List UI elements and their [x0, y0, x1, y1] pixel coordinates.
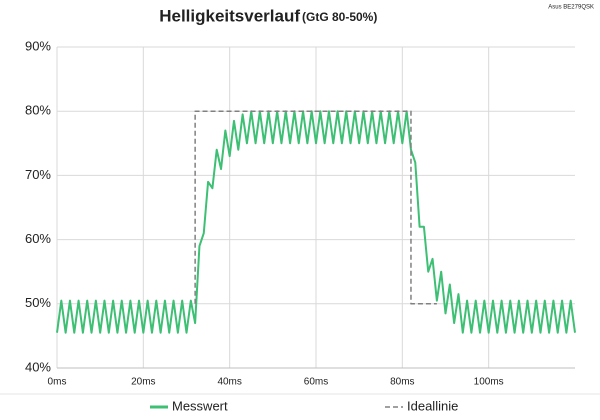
- x-tick-label: 20ms: [131, 377, 155, 388]
- device-note: Asus BE279QSK: [548, 5, 594, 11]
- x-tick-label: 100ms: [474, 377, 504, 388]
- chart-title: Helligkeitsverlauf: [159, 6, 300, 25]
- legend-label: Messwert: [172, 398, 228, 413]
- y-tick-label: 40%: [25, 359, 51, 374]
- chart-subtitle: (GtG 80-50%): [302, 10, 377, 24]
- y-tick-label: 70%: [25, 167, 51, 182]
- series-line: [194, 110, 437, 305]
- x-tick-label: 40ms: [217, 377, 241, 388]
- y-tick-label: 80%: [25, 103, 51, 118]
- series-line: [56, 110, 576, 334]
- x-tick-label: 0ms: [48, 377, 67, 388]
- legend-label: Ideallinie: [407, 398, 458, 413]
- y-tick-label: 60%: [25, 231, 51, 246]
- y-tick-label: 50%: [25, 295, 51, 310]
- y-tick-label: 90%: [25, 38, 51, 53]
- x-tick-label: 80ms: [390, 377, 414, 388]
- x-tick-label: 60ms: [304, 377, 328, 388]
